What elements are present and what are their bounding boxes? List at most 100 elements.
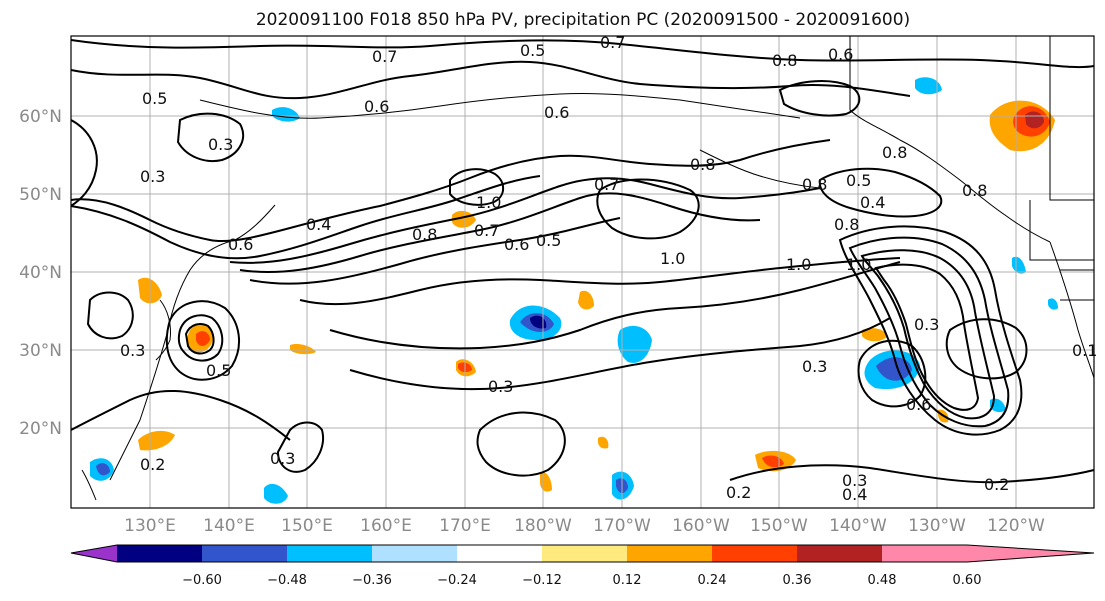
contour-label: 0.1 bbox=[1072, 341, 1097, 360]
lat-label: 30°N bbox=[19, 341, 62, 361]
lat-label: 20°N bbox=[19, 419, 62, 439]
contour-label: 0.2 bbox=[726, 483, 751, 502]
contour-label: 0.8 bbox=[882, 143, 907, 162]
pv-contour bbox=[857, 339, 927, 408]
pv-contour bbox=[70, 139, 831, 243]
pv-contour bbox=[165, 300, 240, 381]
contour-label: 0.3 bbox=[842, 471, 867, 490]
colorbar-tick-label: 0.12 bbox=[613, 573, 642, 588]
pv-contour bbox=[70, 60, 911, 100]
latitude-labels: 60°N 50°N 40°N 30°N 20°N bbox=[19, 107, 62, 439]
contour-label: 0.3 bbox=[802, 357, 827, 376]
lon-label: 160°W bbox=[672, 516, 730, 536]
pv-contour bbox=[70, 39, 1095, 69]
colorbar-tick-label: 0.60 bbox=[953, 573, 982, 588]
precip-area bbox=[264, 483, 288, 504]
pv-contour bbox=[184, 323, 215, 355]
pv-contour bbox=[596, 178, 700, 240]
contour-label: 0.6 bbox=[504, 235, 529, 254]
colorbar-segment bbox=[627, 545, 712, 562]
pv-contour bbox=[70, 390, 291, 441]
pv-contour bbox=[848, 236, 1010, 428]
contour-label: 0.6 bbox=[906, 395, 931, 414]
pv-contour bbox=[329, 261, 901, 350]
colorbar-segment bbox=[542, 545, 627, 562]
contour-label: 0.8 bbox=[962, 181, 987, 200]
precip-area bbox=[1048, 298, 1058, 310]
lon-label: 170°E bbox=[439, 516, 491, 536]
contour-label: 1.0 bbox=[846, 255, 871, 274]
pv-contour bbox=[276, 421, 324, 473]
pv-contour bbox=[70, 175, 541, 260]
contour-label: 0.7 bbox=[594, 175, 619, 194]
contour-label: 0.8 bbox=[412, 225, 437, 244]
colorbar-tick-label: −0.36 bbox=[352, 573, 392, 588]
colorbar-segment bbox=[882, 545, 967, 562]
coastline bbox=[699, 149, 821, 189]
lon-label: 160°E bbox=[360, 516, 412, 536]
coastline bbox=[849, 36, 1051, 243]
contour-label: 0.6 bbox=[364, 97, 389, 116]
gridlines bbox=[71, 36, 1094, 508]
colorbar-tick-label: −0.24 bbox=[437, 573, 477, 588]
contour-label: 0.6 bbox=[828, 45, 853, 64]
precip-area bbox=[578, 290, 594, 310]
precip-area bbox=[915, 77, 942, 95]
pv-contour bbox=[176, 112, 245, 162]
pv-contour bbox=[239, 192, 761, 274]
lon-label: 170°W bbox=[593, 516, 651, 536]
lat-label: 60°N bbox=[19, 107, 62, 127]
precip-area bbox=[196, 331, 210, 346]
contour-label: 0.5 bbox=[142, 89, 167, 108]
figure-title: 2020091100 F018 850 hPa PV, precipitatio… bbox=[256, 10, 910, 30]
contour-label: 0.5 bbox=[520, 41, 545, 60]
colorbar-tick-label: 0.36 bbox=[783, 573, 812, 588]
pv-contour bbox=[778, 80, 861, 117]
contour-label: 0.2 bbox=[140, 455, 165, 474]
contour-label: 0.8 bbox=[690, 155, 715, 174]
pv-contours bbox=[70, 39, 1095, 484]
colorbar-tick-label: 0.24 bbox=[698, 573, 727, 588]
contour-label: 0.5 bbox=[206, 361, 231, 380]
contour-label: 0.5 bbox=[846, 171, 871, 190]
coastline bbox=[1049, 241, 1095, 379]
contour-label: 0.3 bbox=[488, 377, 513, 396]
contour-label: 0.8 bbox=[834, 215, 859, 234]
coastline bbox=[1049, 36, 1094, 201]
contour-label: 0.3 bbox=[120, 341, 145, 360]
contour-label: 0.3 bbox=[208, 135, 233, 154]
pv-contour bbox=[249, 217, 621, 285]
coastline bbox=[155, 299, 171, 361]
pv-contour bbox=[860, 249, 996, 420]
precip-area bbox=[617, 325, 652, 363]
pv-contour bbox=[349, 317, 891, 391]
precip-area bbox=[598, 436, 609, 449]
precip-area bbox=[862, 328, 888, 342]
colorbar-segment bbox=[457, 545, 542, 562]
colorbar-tick-label: −0.12 bbox=[522, 573, 562, 588]
lat-label: 50°N bbox=[19, 185, 62, 205]
colorbar-segment bbox=[202, 545, 287, 562]
lon-label: 150°E bbox=[281, 516, 333, 536]
precip-area bbox=[138, 430, 175, 451]
contour-label: 0.3 bbox=[914, 315, 939, 334]
contour-label: 1.0 bbox=[786, 255, 811, 274]
precip-area bbox=[96, 463, 110, 476]
coastline bbox=[1029, 200, 1094, 261]
contour-label: 0.8 bbox=[772, 51, 797, 70]
longitude-labels: 130°E 140°E 150°E 160°E 170°E 180°W 170°… bbox=[124, 516, 1045, 536]
contour-label: 1.0 bbox=[660, 249, 685, 268]
colorbar-segment bbox=[712, 545, 797, 562]
contour-label: 0.7 bbox=[474, 221, 499, 240]
colorbar-extend-right bbox=[967, 545, 1094, 562]
precip-area bbox=[290, 343, 316, 355]
colorbar-tick-label: 0.48 bbox=[868, 573, 897, 588]
lat-label: 40°N bbox=[19, 263, 62, 283]
contour-label: 1.0 bbox=[476, 193, 501, 212]
contour-label: 0.8 bbox=[802, 175, 827, 194]
coastline bbox=[81, 469, 97, 501]
contour-label: 0.2 bbox=[984, 475, 1009, 494]
pv-contour bbox=[177, 314, 224, 362]
pv-contour bbox=[70, 119, 98, 207]
colorbar-extend-left bbox=[71, 545, 117, 562]
